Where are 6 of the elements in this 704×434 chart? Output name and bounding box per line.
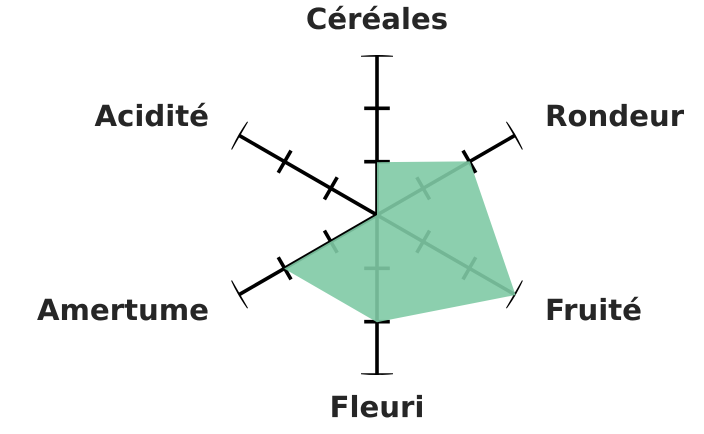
spoke-label: Acidité — [94, 102, 208, 126]
spoke-label: Fruité — [548, 296, 641, 320]
spoke-label: Rondeur — [548, 104, 684, 126]
spoke-label: Amertume — [37, 298, 208, 320]
spoke-label: Fleuri — [332, 394, 422, 418]
spoke-label: Céréales — [307, 6, 447, 30]
